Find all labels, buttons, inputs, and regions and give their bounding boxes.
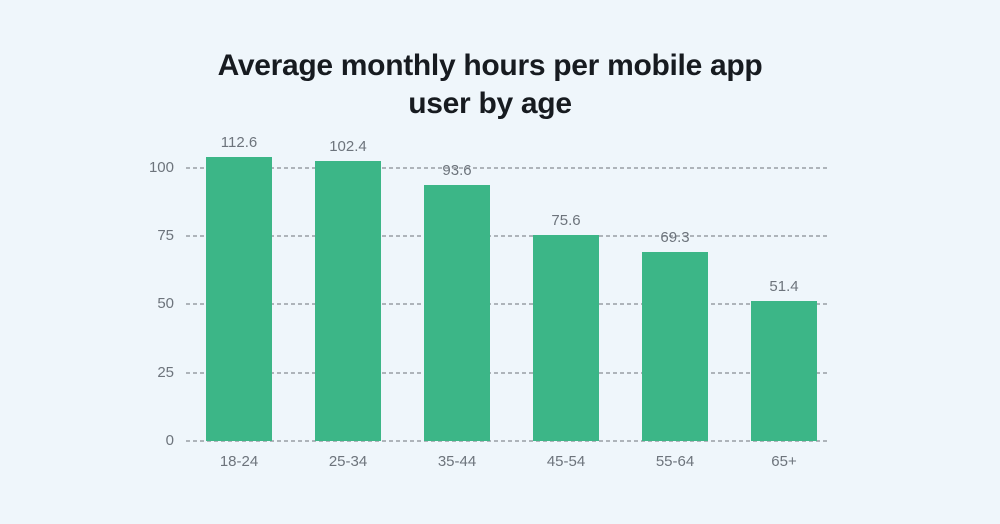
bar bbox=[642, 251, 708, 441]
gridline bbox=[186, 371, 828, 374]
y-tick-label: 50 bbox=[157, 295, 174, 313]
chart-title-line-1: Average monthly hours per mobile app bbox=[217, 49, 763, 82]
bar-value-label: 93.6 bbox=[442, 162, 472, 180]
x-tick-label: 25-34 bbox=[328, 453, 368, 470]
bar-value-label: 102.4 bbox=[329, 138, 367, 156]
x-tick-label: 18-24 bbox=[219, 453, 259, 470]
gridline bbox=[186, 166, 828, 169]
y-tick-label: 100 bbox=[148, 158, 174, 176]
x-tick-label: 65+ bbox=[771, 453, 797, 470]
bar bbox=[424, 185, 490, 441]
gridline bbox=[186, 235, 828, 238]
gridline bbox=[186, 303, 828, 306]
bar-value-label: 112.6 bbox=[220, 134, 258, 151]
bar bbox=[315, 161, 381, 441]
bar bbox=[751, 300, 817, 441]
bar bbox=[533, 234, 599, 441]
bar bbox=[206, 157, 272, 441]
y-tick-label: 75 bbox=[157, 227, 174, 245]
y-tick-label: 0 bbox=[165, 432, 174, 449]
chart-title-line-2: user by age bbox=[408, 87, 572, 120]
x-tick-label: 35-44 bbox=[437, 453, 477, 470]
bar-value-label: 75.6 bbox=[551, 211, 581, 229]
plot-area: 0 25 50 75 100 112.6 18-24 102.4 25-34 93.6 35-44 7… bbox=[149, 134, 828, 470]
x-tick-label: 55-64 bbox=[655, 453, 695, 470]
x-tick-label: 45-54 bbox=[546, 453, 586, 470]
bar-value-label: 51.4 bbox=[769, 277, 799, 295]
bar-value-label: 69.3 bbox=[660, 228, 690, 246]
chart-title: Average monthly hours per mobile app use… bbox=[0, 47, 980, 123]
y-tick-label: 25 bbox=[157, 363, 174, 381]
gridline bbox=[186, 440, 828, 442]
